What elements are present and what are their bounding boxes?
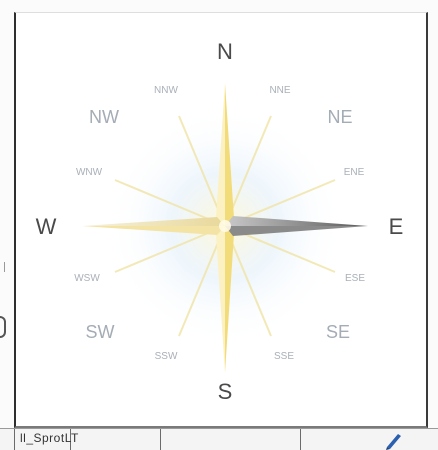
bottom-bar: ll_SprotLT <box>0 428 438 450</box>
label-west: W <box>36 214 57 239</box>
label-wsw: WSW <box>74 273 100 284</box>
bottom-bar-cell <box>14 429 71 450</box>
label-north: N <box>217 39 233 64</box>
pen-icon[interactable] <box>384 430 404 450</box>
left-edge-tick <box>0 262 5 272</box>
bottom-bar-cell <box>70 429 161 450</box>
label-southwest: SW <box>86 322 115 342</box>
label-ese: ESE <box>345 273 365 284</box>
bottom-bar-cell <box>160 429 301 450</box>
label-northeast: NE <box>327 107 352 127</box>
cardinal-points <box>82 83 368 373</box>
compass-rose-icon: N E S W NE SE SW NW NNE ENE ESE SSE SSW … <box>36 39 404 404</box>
label-sse: SSE <box>274 351 294 362</box>
label-ssw: SSW <box>155 351 178 362</box>
left-edge-bracket <box>0 316 6 338</box>
label-northwest: NW <box>89 107 119 127</box>
label-southeast: SE <box>326 322 350 342</box>
bottom-bar-label: ll_SprotLT <box>20 431 79 445</box>
label-nnw: NNW <box>154 85 178 96</box>
label-nne: NNE <box>269 85 290 96</box>
label-wnw: WNW <box>76 167 103 178</box>
label-south: S <box>218 379 233 404</box>
compass-panel: N E S W NE SE SW NW NNE ENE ESE SSE SSW … <box>14 12 428 428</box>
compass-center <box>219 220 231 232</box>
bottom-bar-cell <box>0 429 15 450</box>
label-east: E <box>389 214 404 239</box>
label-ene: ENE <box>344 167 365 178</box>
